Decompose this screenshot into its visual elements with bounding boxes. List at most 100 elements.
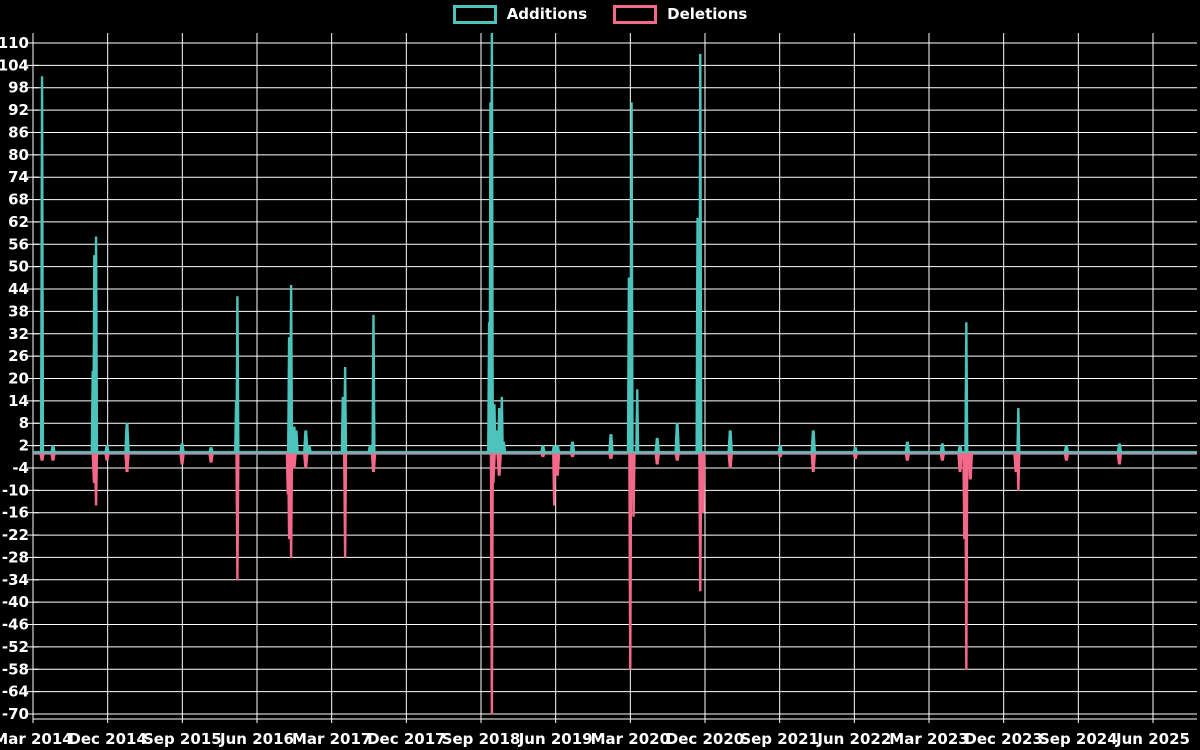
spike-deletions [628, 452, 633, 670]
spike-deletions [964, 452, 969, 670]
y-tick-label: -52 [2, 638, 29, 656]
y-tick-label: 80 [8, 146, 29, 164]
spike-additions [957, 445, 963, 454]
y-tick-label: 20 [8, 370, 29, 388]
y-tick-label: 74 [8, 168, 29, 186]
spike-additions [608, 434, 614, 454]
spike-deletions [93, 452, 99, 506]
y-tick-label: 86 [8, 123, 29, 141]
spike-additions [489, 33, 494, 454]
spike-deletions [208, 452, 214, 463]
spike-deletions [810, 452, 817, 472]
y-tick-label: 68 [8, 191, 29, 209]
spike-additions [1116, 443, 1123, 454]
x-tick-label: Dec 2014 [68, 730, 147, 748]
spike-additions [635, 389, 640, 454]
y-tick-label: -46 [2, 616, 29, 634]
additions-swatch-icon [452, 5, 497, 24]
spike-additions [104, 445, 110, 454]
y-tick-label: -58 [2, 660, 29, 678]
spike-deletions [727, 452, 734, 469]
spike-additions [810, 430, 817, 454]
spike-deletions [701, 452, 706, 513]
x-tick-label: Dec 2020 [666, 730, 745, 748]
y-tick-label: 44 [8, 280, 29, 298]
spike-deletions [777, 452, 784, 458]
spike-additions [629, 102, 634, 454]
spike-additions [852, 447, 859, 454]
x-tick-label: Sep 2021 [740, 730, 819, 748]
y-tick-label: -22 [2, 526, 29, 544]
y-tick-label: 14 [8, 392, 29, 410]
x-tick-label: Mar 2017 [292, 730, 371, 748]
y-tick-label: -4 [12, 459, 29, 477]
legend: Additions Deletions [0, 5, 1200, 24]
y-tick-label: -40 [2, 593, 29, 611]
y-tick-label: 8 [19, 414, 29, 432]
spike-additions [500, 441, 507, 454]
spike-deletions [343, 452, 348, 558]
x-tick-label: Jun 2025 [1115, 730, 1190, 748]
x-tick-label: Jun 2016 [219, 730, 294, 748]
spike-additions [1063, 445, 1070, 454]
spike-additions [904, 441, 911, 454]
spike-deletions [1116, 452, 1123, 465]
spike-deletions [39, 452, 45, 461]
x-tick-label: Jun 2022 [816, 730, 891, 748]
legend-item-additions: Additions [452, 5, 587, 24]
spike-additions [343, 367, 348, 454]
deletions-swatch-icon [613, 5, 658, 24]
y-tick-label: 2 [19, 437, 29, 455]
y-tick-label: 98 [8, 79, 29, 97]
spike-additions [371, 314, 376, 454]
spike-additions [293, 430, 299, 454]
spike-deletions [496, 452, 502, 476]
y-tick-label: -70 [2, 705, 29, 723]
spike-deletions [539, 452, 546, 458]
y-tick-label: -16 [2, 504, 29, 522]
spike-deletions [852, 452, 859, 459]
spike-deletions [939, 452, 946, 461]
y-tick-label: 62 [8, 213, 29, 231]
y-tick-label: -10 [2, 481, 29, 499]
spike-deletions [235, 452, 240, 581]
spike-additions [39, 76, 45, 454]
spike-deletions [654, 452, 661, 465]
spike-additions [1016, 408, 1021, 454]
x-tick-label: Sep 2015 [143, 730, 222, 748]
spike-deletions [489, 452, 494, 715]
y-tick-label: 50 [8, 258, 29, 276]
spike-deletions [569, 452, 576, 458]
legend-item-deletions: Deletions [613, 5, 747, 24]
series-spikes [39, 33, 1123, 715]
spike-deletions [631, 452, 636, 517]
spike-additions [654, 437, 661, 454]
spike-deletions [608, 452, 614, 459]
y-tick-label: 56 [8, 235, 29, 253]
spike-additions [674, 422, 681, 454]
x-tick-label: Dec 2017 [367, 730, 446, 748]
spike-additions [306, 445, 312, 454]
spike-deletions [674, 452, 681, 461]
spike-deletions [124, 452, 130, 472]
spike-deletions [957, 452, 963, 472]
spike-additions [777, 445, 784, 454]
spike-deletions [1016, 452, 1021, 491]
x-tick-label: Mar 2020 [591, 730, 670, 748]
spike-additions [50, 445, 56, 454]
spike-deletions [288, 452, 294, 558]
y-tick-label: 92 [8, 101, 29, 119]
spike-additions [124, 422, 130, 454]
spike-deletions [104, 452, 110, 461]
spike-deletions [1063, 452, 1070, 461]
spike-additions [208, 447, 214, 454]
x-tick-label: Sep 2018 [442, 730, 521, 748]
y-tick-label: 104 [0, 56, 29, 74]
spike-additions [727, 430, 734, 454]
legend-deletions-label: Deletions [667, 5, 748, 23]
spike-additions [235, 296, 240, 454]
spike-additions [540, 445, 546, 454]
y-tick-label: -64 [2, 683, 29, 701]
y-tick-label: 26 [8, 347, 29, 365]
